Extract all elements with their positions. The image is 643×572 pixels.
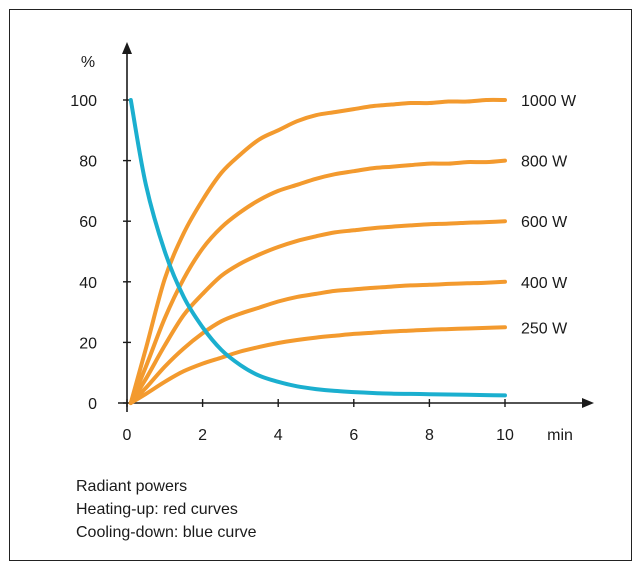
x-axis-label: min [547,427,573,444]
x-tick-label: 4 [274,427,283,444]
y-axis-arrow [122,42,132,54]
heating-curve-600w [128,219,507,405]
y-tick-label: 80 [79,154,97,171]
y-tick-label: 0 [88,396,97,413]
series-label-400w: 400 W [521,275,568,292]
heating-curve-1000w [128,97,507,405]
series-labels: 1000 W 800 W 600 W 400 W 250 W [521,93,577,337]
y-axis-label: % [81,54,95,71]
y-tick-label: 100 [70,93,97,110]
series-label-600w: 600 W [521,214,568,231]
x-tick-label: 0 [123,427,132,444]
heating-curve-400w [128,279,507,405]
heating-curve-250w [128,325,507,405]
x-tick-label: 2 [198,427,207,444]
x-tick-label: 6 [349,427,358,444]
series-label-1000w: 1000 W [521,93,577,110]
cooling-curve [128,98,507,398]
y-tick-label: 40 [79,275,97,292]
heating-curve-800w [128,158,507,405]
chart-frame [9,9,632,561]
axes: % min [81,42,594,444]
x-tick-label: 8 [425,427,434,444]
series-label-800w: 800 W [521,154,568,171]
curves [128,97,507,405]
caption-line-1: Radiant powers [76,478,188,495]
x-tick-label: 10 [496,427,514,444]
caption-line-3: Cooling-down: blue curve [76,524,257,541]
caption-line-2: Heating-up: red curves [76,501,238,518]
x-axis-arrow [582,398,594,408]
y-tick-label: 20 [79,335,97,352]
y-tick-label: 60 [79,214,97,231]
series-label-250w: 250 W [521,320,568,337]
